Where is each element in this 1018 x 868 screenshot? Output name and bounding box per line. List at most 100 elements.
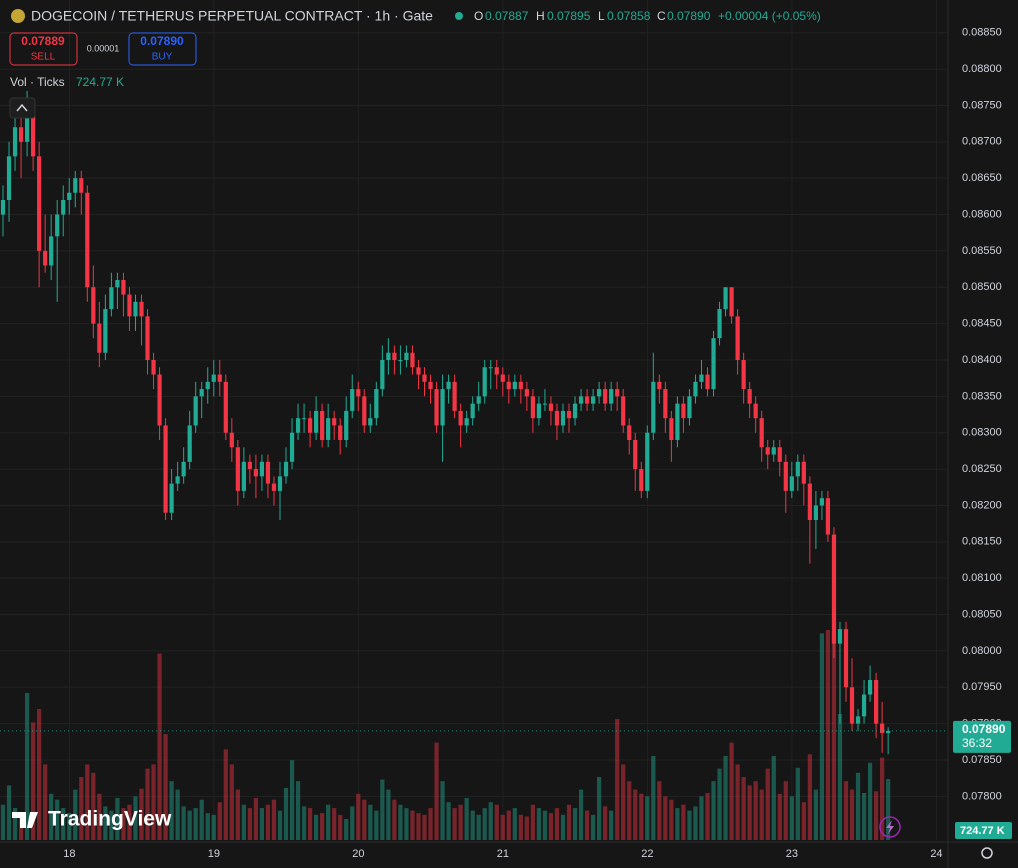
watermark-logo	[12, 812, 38, 828]
candle-body	[61, 200, 66, 215]
lightning-button[interactable]	[879, 816, 901, 838]
settings-icon[interactable]	[981, 847, 993, 859]
candle-body	[380, 360, 385, 390]
candle-body	[49, 236, 54, 266]
candle-body	[410, 352, 415, 368]
candle-body	[831, 534, 837, 644]
candle-body	[217, 374, 222, 382]
volume-bar	[500, 814, 505, 840]
candle-body	[717, 309, 722, 339]
volume-bar	[627, 781, 632, 840]
candle-body	[880, 723, 885, 734]
sell-button[interactable]	[9, 32, 78, 66]
candle-body	[627, 425, 632, 440]
buy-price: 0.07890	[140, 34, 184, 48]
volume-bar	[609, 810, 614, 840]
volume-bar	[362, 799, 367, 840]
volume-bar	[801, 802, 806, 840]
candle-body	[169, 483, 174, 513]
volume-bar	[639, 793, 644, 840]
volume-bar	[0, 804, 6, 840]
y-tick-label: 0.08700	[962, 136, 1002, 148]
volume-bar	[807, 754, 812, 840]
candle-body	[813, 505, 818, 520]
volume-bar	[663, 796, 668, 840]
volume-bar	[55, 799, 60, 840]
last-price: 0.07890	[962, 722, 1006, 736]
candle-body	[283, 461, 289, 477]
candle-body	[609, 389, 614, 404]
candle-pane	[0, 90, 891, 755]
volume-bar	[229, 764, 234, 840]
volume-bar	[295, 781, 301, 840]
candle-body	[163, 425, 168, 513]
y-tick-label: 0.07850	[962, 754, 1002, 766]
volume-bar	[861, 792, 867, 840]
y-tick-label: 0.07800	[962, 790, 1002, 802]
volume-bar	[259, 808, 265, 840]
volume-bar	[24, 693, 30, 840]
volume-bar	[97, 793, 102, 840]
candle-body	[151, 360, 156, 375]
candle-body	[103, 309, 108, 353]
candle-body	[422, 374, 427, 382]
candle-body	[873, 680, 879, 724]
candle-body	[277, 476, 283, 491]
volume-bar	[169, 781, 174, 840]
y-tick-label: 0.08650	[962, 172, 1002, 184]
volume-bar	[735, 764, 740, 840]
lightning-icon	[886, 820, 894, 834]
volume-bar	[777, 793, 782, 840]
candle-body	[500, 374, 505, 382]
volume-bar	[819, 633, 825, 840]
volume-bar	[241, 804, 246, 840]
candle-body	[350, 389, 355, 411]
y-tick-label: 0.08550	[962, 245, 1002, 257]
volume-bar	[380, 779, 385, 840]
ohlc-value: 0.07895	[547, 9, 591, 23]
candle-body	[512, 381, 517, 390]
ohlc-key: C	[657, 9, 666, 23]
candle-body	[837, 629, 843, 644]
candle-body	[109, 287, 114, 310]
candle-body	[645, 432, 650, 491]
y-tick-label: 0.08850	[962, 27, 1002, 39]
candle-body	[584, 396, 590, 404]
volume-bar	[651, 756, 656, 840]
candle-body	[145, 316, 150, 360]
candle-body	[765, 447, 770, 455]
volume-bar	[681, 804, 686, 840]
volume-bar	[326, 804, 331, 840]
ohlc-key: L	[598, 9, 605, 23]
volume-bar	[181, 806, 186, 840]
candle-body	[404, 352, 409, 360]
candle-body	[699, 374, 704, 382]
candle-body	[398, 360, 403, 361]
candle-body	[6, 156, 12, 200]
volume-bar	[741, 777, 746, 840]
volume-bar	[271, 799, 277, 840]
volume-bar	[759, 789, 764, 840]
volume-bar	[211, 814, 216, 840]
volume-bar	[597, 777, 602, 840]
candle-body	[597, 389, 602, 397]
volume-bar	[711, 781, 716, 840]
volume-bar	[344, 819, 349, 840]
volume-bar	[253, 798, 259, 840]
candle-body	[693, 381, 698, 397]
volume-bar	[554, 808, 560, 840]
buy-button[interactable]	[128, 32, 197, 66]
candle-body	[603, 389, 608, 404]
volume-bar	[386, 789, 391, 840]
volume-bar	[880, 757, 885, 840]
candle-body	[440, 389, 445, 426]
volume-bar	[151, 764, 156, 840]
candle-body	[452, 381, 457, 411]
candle-body	[295, 418, 301, 433]
volume-bar	[705, 792, 710, 840]
collapse-button[interactable]	[9, 97, 36, 119]
volume-bar	[301, 806, 307, 840]
candle-body	[494, 367, 499, 375]
volume-bar	[127, 804, 132, 840]
